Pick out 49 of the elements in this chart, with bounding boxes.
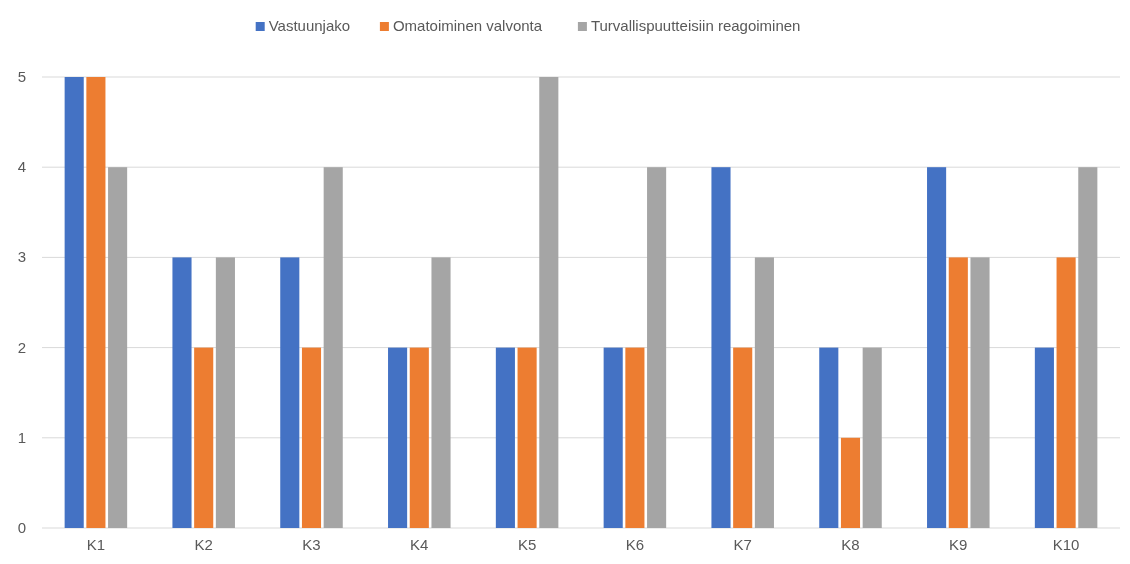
bar [517,347,537,528]
bar [215,257,235,528]
bar [539,77,559,528]
y-tick-label: 4 [17,158,27,176]
bar [388,347,408,528]
x-tick-label: K4 [410,536,429,553]
x-tick-label: K6 [625,536,645,553]
bar [431,257,451,528]
bar [172,257,192,528]
bar [64,77,84,528]
legend-label: Omatoiminen valvonta [392,17,543,34]
bar [86,77,106,528]
bar [711,167,731,528]
y-tick-label: 2 [17,338,27,356]
bar [625,347,645,528]
bar [301,347,322,528]
x-tick-label: K3 [302,536,321,553]
y-tick-label: 0 [17,519,27,536]
bar [603,347,623,528]
bar [280,257,300,528]
bar [1078,167,1098,528]
bar [495,347,515,528]
bar [733,347,753,528]
bar [819,347,839,528]
y-tick-label: 5 [17,68,27,85]
x-tick-label: K2 [194,536,213,553]
x-tick-label: K5 [517,536,537,553]
bar [108,167,128,528]
bar [1034,347,1054,528]
bar [647,167,667,528]
legend-label: Turvallispuutteisiin reagoiminen [590,17,801,34]
bar [409,347,429,528]
bar [194,347,214,528]
bar [970,257,990,528]
bar [1056,257,1076,528]
bar [927,167,947,528]
bar [754,257,774,528]
bar [840,437,861,528]
bar [323,167,343,528]
y-tick-label: 1 [17,428,27,446]
x-tick-label: K9 [949,536,968,553]
x-tick-label: K8 [841,536,860,553]
x-tick-label: K7 [733,536,752,553]
x-tick-label: K10 [1052,536,1080,553]
bar [948,257,968,528]
legend-label: Vastuunjako [268,17,351,34]
bar [862,347,882,528]
y-tick-label: 3 [17,248,27,266]
x-tick-label: K1 [86,536,106,553]
